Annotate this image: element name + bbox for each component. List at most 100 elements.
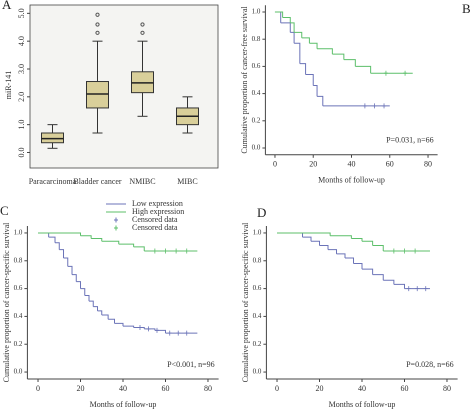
survival-step: [280, 22, 291, 33]
survival-step: [72, 274, 77, 282]
y-tick-label: 1.0: [252, 8, 261, 16]
survival-step: [313, 84, 318, 97]
censor-mark: [167, 330, 172, 336]
survival-step: [89, 300, 94, 307]
censor-mark: [184, 248, 189, 254]
y-tick-label: 0.8: [253, 256, 262, 264]
y-axis-label: Cumulative proportion of cancer-specific…: [2, 222, 11, 383]
censor-mark: [391, 248, 396, 254]
survival-step: [123, 325, 135, 328]
x-tick-label: 60: [161, 384, 169, 393]
y-tick-label: 0.4: [14, 312, 23, 320]
survival-step: [93, 306, 99, 311]
y-tick-label: 2.0: [17, 92, 26, 102]
survival-step: [290, 22, 295, 33]
survival-step: [277, 232, 331, 236]
x-tick-label: 60: [400, 384, 408, 393]
x-tick-label: 0: [273, 160, 277, 169]
survival-step: [311, 240, 321, 246]
survival-step: [305, 74, 314, 86]
y-tick-label: 0.0: [252, 144, 261, 152]
panel-letter: C: [0, 203, 9, 218]
survival-step: [353, 263, 363, 270]
y-tick-label: 0.6: [253, 284, 262, 292]
outlier: [140, 30, 145, 35]
x-tick-label: 0: [275, 384, 279, 393]
x-tick-label: 20: [77, 384, 85, 393]
survival-step: [59, 249, 65, 258]
y-axis-label: miR-141: [4, 71, 13, 99]
y-tick-label: 0.6: [14, 284, 23, 292]
y-tick-label: 3.0: [17, 64, 26, 74]
x-tick-label: Bladder cancer: [73, 177, 122, 186]
survival-step: [91, 238, 103, 242]
survival-step: [372, 244, 384, 252]
y-tick-label: 0.4: [253, 312, 262, 320]
y-tick-label: 0.2: [253, 340, 262, 348]
survival-step: [301, 37, 310, 44]
survival-step: [97, 310, 103, 316]
survival-step: [351, 238, 363, 242]
survival-step: [108, 318, 116, 324]
censor-mark: [403, 70, 408, 76]
outlier: [95, 22, 100, 27]
panel-letter: B: [462, 1, 471, 16]
censor-mark: [152, 248, 157, 254]
survival-step: [133, 327, 145, 329]
x-tick-label: 40: [358, 384, 366, 393]
panel-letter: D: [257, 205, 266, 220]
survival-step: [299, 63, 307, 75]
survival-step: [317, 48, 333, 55]
outlier: [95, 30, 100, 35]
censor-mark: [382, 103, 387, 109]
x-tick-label: MIBC: [177, 177, 197, 186]
x-axis-label: Months of follow-up: [329, 400, 396, 409]
x-axis-label: Months of follow-up: [318, 176, 385, 185]
survival-step: [55, 242, 60, 250]
x-tick-label: 20: [309, 160, 317, 169]
survival-step: [343, 59, 356, 67]
x-tick-label: 40: [348, 160, 356, 169]
survival-step: [362, 240, 374, 246]
survival-step: [80, 288, 86, 296]
x-tick-label: 80: [424, 160, 432, 169]
panel-letter: A: [2, 0, 12, 12]
survival-step: [118, 243, 135, 247]
survival-step: [67, 265, 73, 275]
censor-mark: [146, 326, 151, 332]
x-tick-label: Paracarcinoma: [29, 177, 77, 186]
outlier: [140, 22, 145, 27]
x-tick-label: NMIBC: [129, 177, 155, 186]
annotation: P=0.028, n=66: [406, 360, 453, 369]
survival-step: [48, 236, 56, 243]
censor-mark: [402, 248, 407, 254]
survival-step: [80, 235, 92, 239]
y-tick-label: 1.0: [253, 229, 262, 237]
x-tick-label: 80: [204, 384, 212, 393]
legend-label: Censored data: [132, 215, 178, 224]
legend-censor: [114, 217, 118, 223]
survival-step: [328, 249, 338, 254]
survival-step: [101, 314, 109, 320]
survival-step: [393, 283, 405, 289]
x-tick-label: 40: [119, 384, 127, 393]
censor-mark: [154, 327, 159, 333]
censor-mark: [184, 330, 189, 336]
censor-mark: [362, 103, 367, 109]
x-tick-label: 80: [443, 384, 451, 393]
survival-step: [274, 11, 284, 18]
outlier: [95, 12, 100, 17]
censor-mark: [406, 286, 411, 292]
survival-step: [277, 232, 304, 238]
y-tick-label: 5.0: [17, 8, 26, 18]
censor-mark: [413, 248, 418, 254]
survival-step: [345, 257, 355, 264]
y-tick-label: 0.4: [252, 89, 261, 97]
censor-mark: [176, 330, 181, 336]
survival-step: [133, 246, 145, 252]
survival-step: [383, 279, 395, 285]
x-tick-label: 60: [386, 160, 394, 169]
survival-step: [294, 42, 301, 64]
legend-censor: [114, 225, 118, 231]
